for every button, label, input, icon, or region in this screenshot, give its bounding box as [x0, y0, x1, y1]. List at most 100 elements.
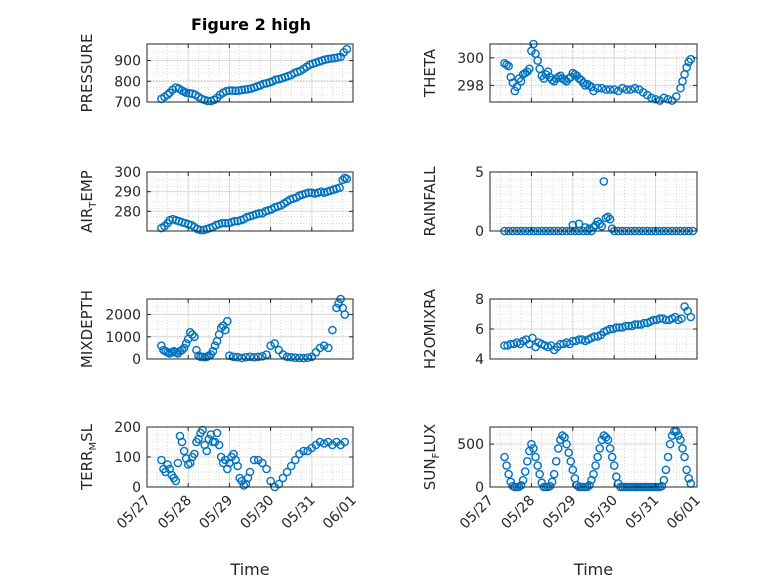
data-point	[533, 461, 542, 470]
data-point	[661, 465, 671, 475]
data-point	[271, 75, 281, 84]
data-point	[332, 303, 341, 313]
data-point	[647, 93, 656, 103]
data-point	[157, 455, 166, 465]
data-point	[551, 456, 561, 466]
data-point	[585, 81, 594, 90]
data-point	[506, 339, 516, 349]
panel-h2omixra: 4 6 8 H2OMIXRA	[421, 288, 698, 369]
data-point	[520, 467, 530, 476]
x-tick-label: 05/31	[623, 493, 663, 533]
data-point	[303, 353, 312, 362]
data-point	[686, 54, 696, 64]
data-point	[603, 212, 613, 222]
y-tick-label: 1000	[105, 330, 141, 346]
data-point	[262, 464, 271, 474]
data-point	[663, 452, 673, 462]
y-tick-label: 800	[114, 74, 141, 90]
panel-mixdepth: 0 1000 2000 MIXDEPTH	[78, 290, 354, 368]
data-point	[319, 439, 329, 448]
data-point	[183, 460, 193, 469]
data-point	[286, 352, 296, 362]
data-point	[558, 431, 567, 440]
data-point	[549, 469, 559, 479]
data-point	[651, 94, 660, 104]
data-point	[562, 439, 571, 449]
data-point	[678, 444, 687, 453]
data-point	[338, 175, 348, 185]
data-point	[512, 82, 522, 92]
data-point	[500, 452, 509, 462]
y-axis-label: SUNFLUX	[421, 424, 442, 490]
data-point	[630, 320, 640, 329]
data-point	[299, 353, 308, 363]
data-point	[568, 336, 578, 346]
data-point	[340, 437, 350, 447]
x-tick-label: 05/30	[581, 493, 621, 533]
y-tick-label: 298	[457, 78, 484, 94]
data-point	[676, 435, 685, 445]
data-point	[609, 85, 619, 94]
data-point	[587, 82, 596, 92]
data-point	[188, 330, 197, 339]
data-point	[315, 343, 325, 353]
data-point	[208, 346, 218, 356]
data-point	[500, 341, 509, 350]
data-point	[225, 86, 234, 95]
data-point	[682, 465, 691, 475]
data-point	[249, 352, 259, 362]
data-point	[502, 461, 511, 470]
data-point	[190, 332, 199, 342]
data-point	[192, 345, 201, 355]
y-tick-label: 5	[475, 165, 484, 181]
data-point	[684, 474, 694, 483]
data-point	[682, 63, 691, 72]
data-point	[220, 218, 230, 228]
data-point	[196, 225, 205, 235]
data-point	[590, 332, 599, 341]
data-point	[233, 461, 242, 471]
data-point	[319, 341, 329, 350]
x-tick-label: 06/01	[664, 493, 704, 533]
data-point	[545, 481, 555, 491]
y-tick-label: 500	[457, 437, 484, 453]
y-tick-label: 280	[114, 204, 141, 220]
data-point	[601, 432, 611, 442]
y-tick-label: 0	[132, 352, 141, 368]
data-point	[663, 94, 673, 104]
data-point	[659, 93, 669, 103]
data-point	[605, 214, 615, 224]
data-point	[228, 86, 237, 95]
data-point	[522, 456, 532, 466]
x-tick-label: 06/01	[320, 493, 360, 533]
data-point	[609, 461, 619, 470]
y-tick-label: 2000	[105, 308, 141, 324]
data-point	[589, 469, 598, 479]
data-point	[253, 352, 263, 362]
data-point	[574, 335, 584, 344]
data-point	[217, 218, 227, 228]
data-point	[615, 323, 624, 332]
data-point	[223, 316, 232, 326]
data-point	[179, 446, 189, 456]
data-point	[230, 216, 239, 226]
y-tick-label: 0	[475, 480, 484, 496]
data-point	[506, 477, 516, 487]
data-point	[340, 310, 350, 319]
data-point	[245, 467, 255, 477]
data-point	[585, 480, 594, 490]
data-point	[295, 353, 304, 363]
data-point	[564, 74, 573, 83]
data-point	[163, 90, 172, 100]
x-tick-label: 05/28	[498, 493, 538, 533]
data-point	[266, 341, 275, 350]
axes-box	[489, 171, 698, 232]
x-tick-label: 05/31	[279, 493, 319, 533]
y-tick-label: 290	[114, 185, 141, 201]
axes-box	[146, 171, 354, 232]
data-point	[323, 343, 333, 353]
data-point	[157, 341, 166, 350]
data-point	[528, 333, 537, 343]
data-point	[171, 476, 181, 486]
